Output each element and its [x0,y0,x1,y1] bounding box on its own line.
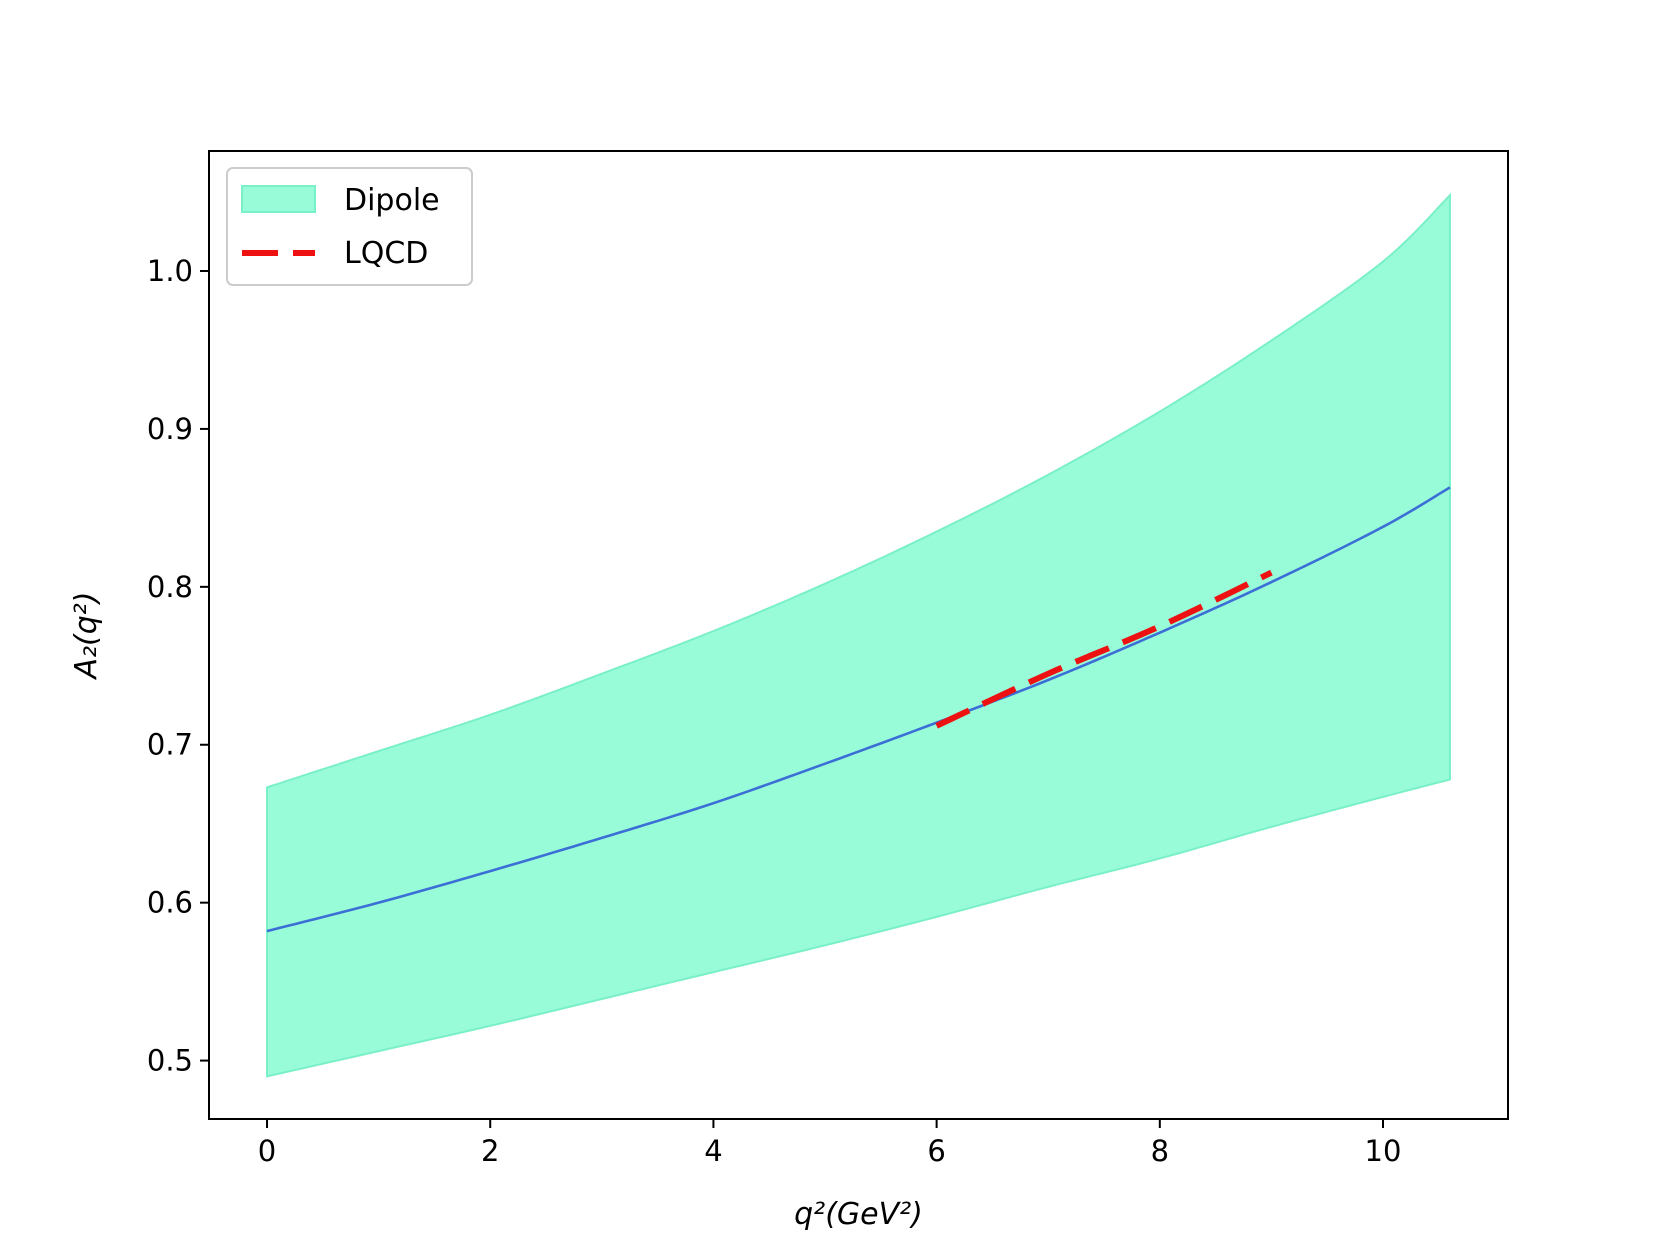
y-ticks: 0.5 0.6 0.7 0.8 0.9 1.0 [147,254,209,1078]
dipole-band [266,192,1451,1078]
axes-frame [208,150,1509,1120]
y-tick-label: 0.8 [147,570,193,604]
y-tick-label: 1.0 [147,254,193,288]
y-tick-label: 0.6 [147,886,193,920]
x-tick-label: 0 [258,1134,276,1168]
legend: Dipole LQCD [226,167,473,286]
central-line-layer [266,486,1451,933]
lqcd-line-layer [935,569,1273,729]
y-axis-label: A₂(q²) [69,591,104,680]
y-tick-label: 0.5 [147,1044,193,1078]
x-tick-label: 8 [1151,1134,1169,1168]
x-tick-label: 10 [1365,1134,1402,1168]
legend-label-dipole: Dipole [344,183,440,218]
legend-label-lqcd: LQCD [344,236,428,271]
y-tick-label: 0.7 [147,728,193,762]
y-tick-label: 0.9 [147,412,193,446]
lqcd-line [935,569,1273,729]
legend-swatch-dipole [241,185,316,213]
x-tick-label: 2 [481,1134,499,1168]
x-ticks: 0 2 4 6 8 10 [258,1119,1402,1168]
x-tick-label: 6 [927,1134,945,1168]
x-tick-label: 4 [704,1134,722,1168]
central-line [266,486,1451,933]
x-axis-label: q²(GeV²) [794,1197,923,1232]
dipole-band-layer [266,192,1451,1078]
